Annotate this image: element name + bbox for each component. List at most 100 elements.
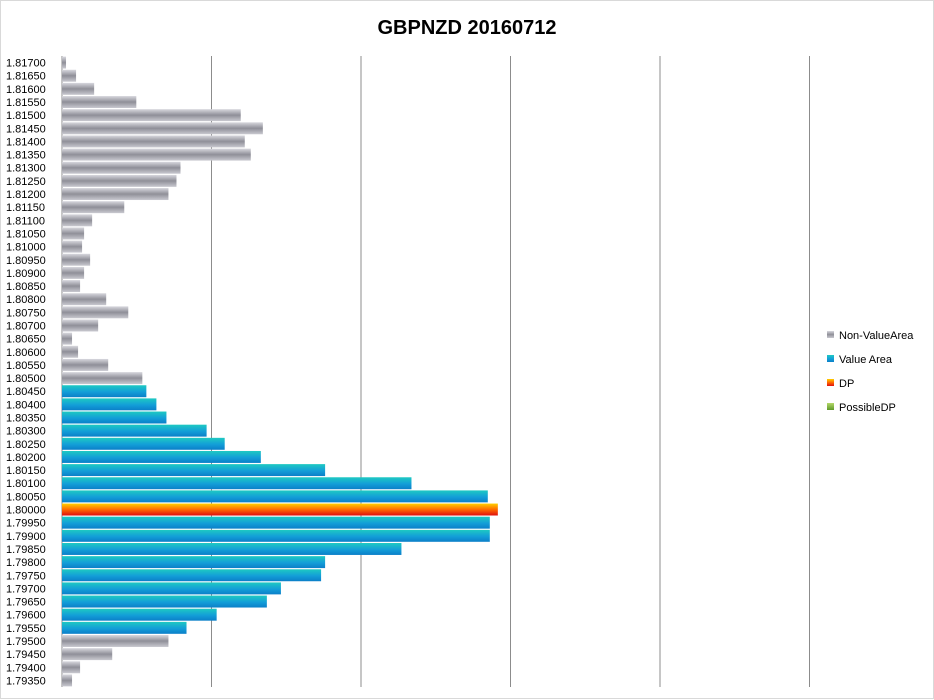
y-tick-label: 1.80250 xyxy=(6,439,46,451)
bar-value-area-1.79900 xyxy=(62,529,490,542)
legend-swatch-non-valuearea xyxy=(827,331,834,338)
bar-non-valuearea-1.81650 xyxy=(62,69,77,82)
chart-title: GBPNZD 20160712 xyxy=(378,17,557,39)
y-tick-label: 1.81050 xyxy=(6,228,46,240)
y-tick-label: 1.80650 xyxy=(6,334,46,346)
bar-dp-1.80000 xyxy=(62,503,498,516)
bar-non-valuearea-1.81050 xyxy=(62,227,85,240)
y-tick-label: 1.79600 xyxy=(6,610,46,622)
y-tick-label: 1.81500 xyxy=(6,110,46,122)
y-tick-label: 1.79750 xyxy=(6,570,46,582)
bar-value-area-1.79750 xyxy=(62,569,322,582)
y-tick-label: 1.80550 xyxy=(6,360,46,372)
y-tick-label: 1.80200 xyxy=(6,452,46,464)
y-tick-label: 1.81100 xyxy=(6,215,45,227)
bar-non-valuearea-1.79450 xyxy=(62,648,113,661)
y-tick-label: 1.81250 xyxy=(6,176,46,188)
bar-non-valuearea-1.81300 xyxy=(62,161,181,174)
y-tick-label: 1.80850 xyxy=(6,281,46,293)
legend-swatch-possibledp xyxy=(827,403,834,410)
bar-non-valuearea-1.81500 xyxy=(62,109,241,122)
bar-value-area-1.79700 xyxy=(62,582,281,595)
y-tick-label: 1.79900 xyxy=(6,531,46,543)
legend-label: PossibleDP xyxy=(839,402,896,414)
bar-non-valuearea-1.80750 xyxy=(62,306,129,319)
y-tick-label: 1.79700 xyxy=(6,583,46,595)
y-tick-label: 1.81200 xyxy=(6,189,46,201)
bar-non-valuearea-1.80850 xyxy=(62,280,81,293)
y-tick-label: 1.80950 xyxy=(6,255,46,267)
y-tick-label: 1.81650 xyxy=(6,71,46,83)
bar-value-area-1.80400 xyxy=(62,398,157,411)
bar-non-valuearea-1.81700 xyxy=(62,56,67,69)
bar-value-area-1.79600 xyxy=(62,608,217,621)
bar-non-valuearea-1.81200 xyxy=(62,188,169,201)
bar-non-valuearea-1.81350 xyxy=(62,148,251,161)
legend-label: Non-ValueArea xyxy=(839,330,914,342)
bar-non-valuearea-1.80800 xyxy=(62,293,107,306)
y-tick-label: 1.80050 xyxy=(6,491,46,503)
bar-value-area-1.79650 xyxy=(62,595,267,608)
bar-non-valuearea-1.81250 xyxy=(62,174,177,187)
y-tick-label: 1.80350 xyxy=(6,413,46,425)
bar-value-area-1.80300 xyxy=(62,424,207,437)
y-tick-label: 1.81700 xyxy=(6,58,46,70)
bar-non-valuearea-1.81450 xyxy=(62,122,263,135)
y-tick-label: 1.79350 xyxy=(6,675,46,687)
bar-non-valuearea-1.80950 xyxy=(62,253,91,266)
legend-swatch-dp xyxy=(827,379,834,386)
bar-value-area-1.80350 xyxy=(62,411,167,424)
bar-non-valuearea-1.79350 xyxy=(62,674,73,687)
bar-non-valuearea-1.81600 xyxy=(62,82,95,95)
y-tick-label: 1.80600 xyxy=(6,347,46,359)
bar-value-area-1.80050 xyxy=(62,490,488,503)
y-tick-label: 1.81450 xyxy=(6,123,46,135)
y-tick-label: 1.79650 xyxy=(6,597,46,609)
y-tick-label: 1.80500 xyxy=(6,373,46,385)
bar-non-valuearea-1.80650 xyxy=(62,332,73,345)
bar-non-valuearea-1.80600 xyxy=(62,345,79,358)
y-tick-label: 1.81400 xyxy=(6,136,46,148)
bar-value-area-1.79950 xyxy=(62,516,490,529)
y-tick-label: 1.79400 xyxy=(6,662,46,674)
bar-value-area-1.79550 xyxy=(62,621,187,634)
y-tick-label: 1.80400 xyxy=(6,399,46,411)
bar-value-area-1.80150 xyxy=(62,464,326,477)
bar-non-valuearea-1.81550 xyxy=(62,96,137,108)
bar-non-valuearea-1.80700 xyxy=(62,319,99,332)
legend-swatch-value-area xyxy=(827,355,834,362)
y-tick-label: 1.80700 xyxy=(6,320,46,332)
bar-non-valuearea-1.80500 xyxy=(62,372,143,385)
bar-value-area-1.79850 xyxy=(62,543,402,555)
y-tick-label: 1.80150 xyxy=(6,465,46,477)
y-tick-label: 1.79850 xyxy=(6,544,46,556)
bar-value-area-1.80100 xyxy=(62,477,412,490)
y-tick-label: 1.79450 xyxy=(6,649,46,661)
y-tick-label: 1.80750 xyxy=(6,307,46,319)
y-tick-label: 1.79500 xyxy=(6,636,46,648)
bar-non-valuearea-1.81000 xyxy=(62,240,83,253)
bar-non-valuearea-1.80550 xyxy=(62,358,109,371)
y-tick-label: 1.80000 xyxy=(6,505,46,517)
bar-value-area-1.80250 xyxy=(62,437,225,450)
y-tick-label: 1.79800 xyxy=(6,557,46,569)
bar-non-valuearea-1.80900 xyxy=(62,266,85,279)
bar-value-area-1.80450 xyxy=(62,385,147,398)
bar-value-area-1.80200 xyxy=(62,450,261,463)
y-tick-label: 1.81600 xyxy=(6,84,46,96)
bar-non-valuearea-1.81400 xyxy=(62,135,245,148)
legend-label: Value Area xyxy=(839,354,893,366)
y-tick-label: 1.81300 xyxy=(6,163,46,175)
y-tick-label: 1.80450 xyxy=(6,386,46,398)
y-tick-label: 1.79950 xyxy=(6,518,46,530)
legend-label: DP xyxy=(839,378,854,390)
y-tick-label: 1.80900 xyxy=(6,268,46,280)
y-tick-label: 1.79550 xyxy=(6,623,46,635)
y-tick-label: 1.80100 xyxy=(6,478,46,490)
y-tick-label: 1.80800 xyxy=(6,294,46,306)
bar-non-valuearea-1.81100 xyxy=(62,214,93,227)
bar-non-valuearea-1.79400 xyxy=(62,661,81,674)
y-tick-label: 1.80300 xyxy=(6,426,46,438)
bar-non-valuearea-1.81150 xyxy=(62,201,125,214)
